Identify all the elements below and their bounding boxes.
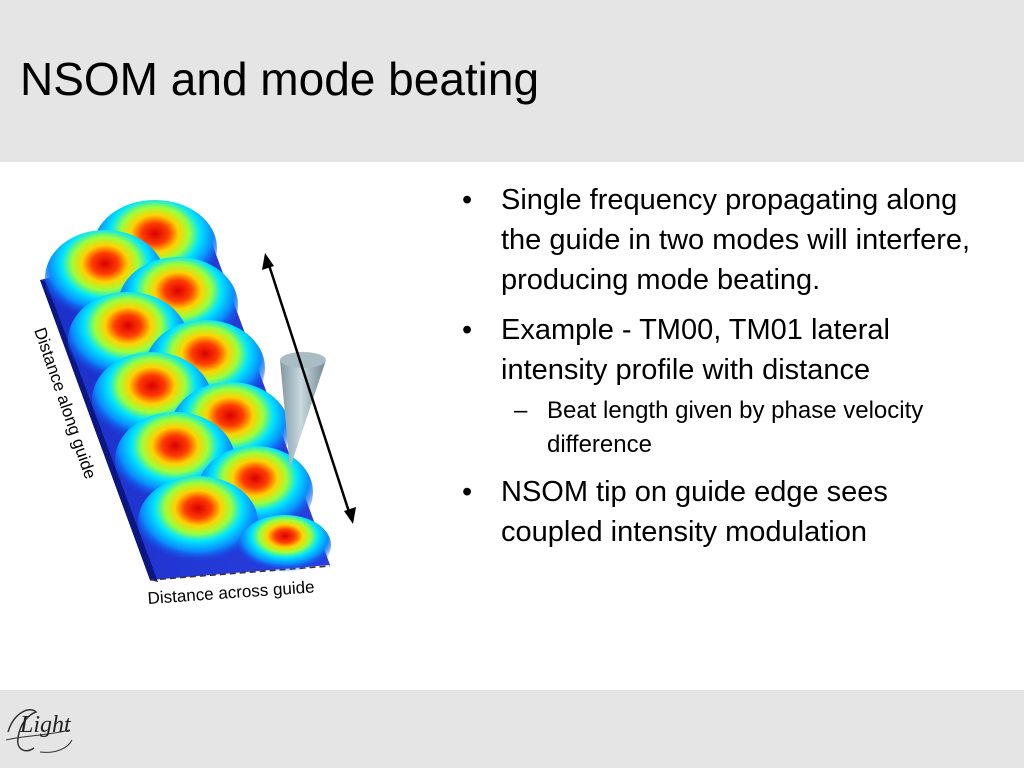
bullet-text: Single frequency propagating along the g… <box>501 184 971 296</box>
bullet-text: NSOM tip on guide edge sees coupled inte… <box>501 476 888 548</box>
surface-edge <box>40 280 158 582</box>
slide-title: NSOM and mode beating <box>20 53 540 105</box>
title-bar: NSOM and mode beating <box>0 0 1024 162</box>
bullet-marker: • <box>462 314 473 346</box>
nsom-tip-icon <box>280 352 326 468</box>
peak <box>239 515 331 575</box>
mode-beating-figure: Distance along guide Distance across gui… <box>30 200 356 608</box>
peak <box>138 476 258 568</box>
bullet-list: • Single frequency propagating along the… <box>462 180 982 562</box>
bullet-item: • Example - TM00, TM01 lateral intensity… <box>462 310 982 390</box>
sub-bullet-marker: – <box>514 397 528 424</box>
light-logo: Light <box>5 709 73 753</box>
intensity-peaks <box>45 200 331 575</box>
footer-bar <box>0 690 1024 768</box>
bullet-item: • NSOM tip on guide edge sees coupled in… <box>462 472 982 552</box>
svg-text:Light: Light <box>19 712 72 738</box>
sub-bullet-item: – Beat length given by phase velocity di… <box>462 394 982 462</box>
axis-label-across: Distance across guide <box>147 577 315 608</box>
bullet-text: Example - TM00, TM01 lateral intensity p… <box>501 314 890 386</box>
bullet-item: • Single frequency propagating along the… <box>462 180 982 300</box>
bullet-marker: • <box>462 184 473 216</box>
sub-bullet-text: Beat length given by phase velocity diff… <box>547 397 924 458</box>
bullet-marker: • <box>462 476 473 508</box>
beat-length-arrow <box>262 253 356 524</box>
